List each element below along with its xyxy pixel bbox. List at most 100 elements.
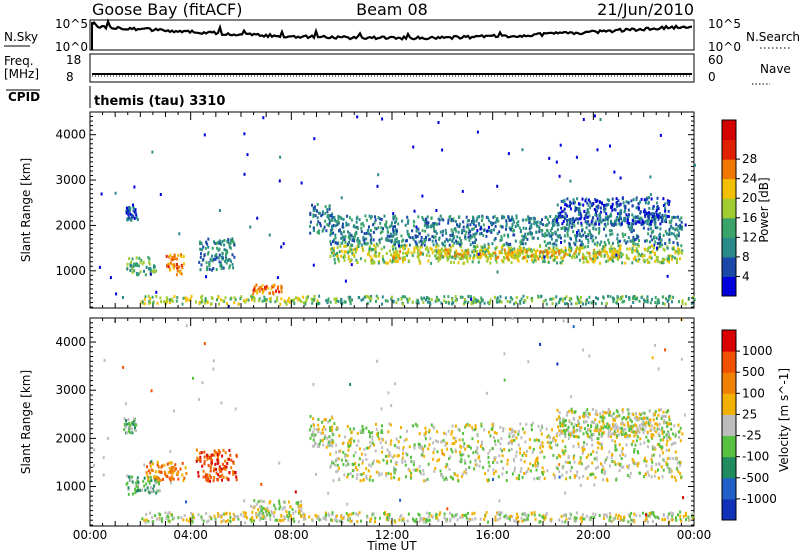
heatmap-cell (564, 302, 566, 306)
heatmap-cell (602, 218, 605, 222)
heatmap-cell (350, 248, 353, 252)
heatmap-cell (424, 247, 427, 251)
heatmap-cell (199, 268, 202, 272)
heatmap-cell (619, 462, 622, 466)
heatmap-cell (672, 232, 675, 236)
heatmap-cell (360, 226, 363, 230)
heatmap-cell (230, 466, 233, 470)
heatmap-cell (512, 220, 515, 224)
heatmap-cell (291, 508, 294, 511)
heatmap-cell (335, 220, 338, 223)
heatmap-cell (333, 518, 336, 522)
heatmap-cell (532, 464, 534, 468)
heatmap-cell (151, 295, 154, 299)
heatmap-cell (135, 272, 138, 275)
heatmap-cell (507, 233, 509, 237)
heatmap-cell (395, 256, 398, 260)
heatmap-cell (587, 210, 590, 214)
heatmap-cell (136, 476, 139, 480)
heatmap-cell (185, 472, 188, 475)
heatmap-cell (426, 221, 429, 225)
heatmap-cell (342, 442, 344, 445)
heatmap-cell (573, 417, 576, 421)
heatmap-cell (616, 212, 619, 216)
heatmap-cell (327, 217, 330, 221)
heatmap-cell (470, 295, 473, 299)
heatmap-cell (542, 514, 545, 518)
heatmap-cell (415, 246, 418, 250)
heatmap-cell (278, 499, 281, 503)
heatmap-cell (341, 235, 344, 239)
heatmap-cell (656, 205, 659, 208)
heatmap-cell (437, 518, 440, 522)
heatmap-cell (610, 253, 613, 257)
heatmap-cell (468, 444, 471, 448)
heatmap-cell (334, 261, 337, 265)
heatmap-cell (525, 218, 528, 222)
heatmap-cell (638, 471, 641, 475)
heatmap-cell (454, 513, 457, 517)
heatmap-cell (556, 228, 559, 232)
heatmap-cell (616, 217, 619, 221)
heatmap-cell (280, 286, 283, 290)
heatmap-cell (377, 216, 380, 220)
heatmap-cell (666, 246, 669, 250)
heatmap-cell (525, 454, 528, 457)
heatmap-cell (650, 256, 653, 260)
heatmap-cell (648, 196, 650, 200)
heatmap-cell (395, 231, 398, 235)
heatmap-cell (545, 302, 548, 306)
heatmap-cell (320, 431, 323, 435)
heatmap-cell (682, 514, 685, 518)
heatmap-cell (271, 511, 274, 515)
heatmap-cell (293, 298, 295, 302)
heatmap-cell (517, 515, 520, 519)
heatmap-cell (674, 251, 677, 255)
heatmap-cell (219, 261, 222, 265)
heatmap-cell (228, 258, 231, 262)
heatmap-cell (169, 470, 172, 474)
heatmap-cell (607, 202, 610, 206)
heatmap-cell (210, 461, 213, 465)
heatmap-cell (333, 422, 336, 426)
heatmap-cell (437, 256, 440, 260)
heatmap-cell (671, 514, 674, 518)
heatmap-cell (180, 263, 183, 267)
heatmap-cell (137, 486, 139, 490)
heatmap-cell (613, 254, 616, 258)
heatmap-cell (370, 258, 372, 262)
heatmap-cell (622, 234, 625, 238)
heatmap-cell (280, 297, 283, 301)
heatmap-cell (541, 234, 544, 238)
heatmap-cell (667, 202, 670, 206)
heatmap-cell (380, 237, 383, 241)
heatmap-cell (379, 221, 382, 225)
heatmap-cell (354, 451, 357, 455)
heatmap-cell (392, 255, 395, 259)
heatmap-cell (324, 517, 326, 520)
heatmap-cell (516, 252, 519, 256)
heatmap-cell (434, 513, 437, 517)
heatmap-cell (186, 297, 189, 301)
heatmap-cell (431, 515, 434, 519)
heatmap-cell (597, 437, 600, 441)
heatmap-cell (611, 208, 614, 212)
heatmap-cell (510, 439, 513, 443)
heatmap-cell (464, 461, 467, 465)
heatmap-cell (391, 238, 393, 242)
heatmap-cell (344, 435, 346, 439)
heatmap-cell (377, 296, 380, 300)
heatmap-cell (399, 250, 402, 254)
heatmap-cell (225, 256, 227, 260)
heatmap-cell (266, 513, 269, 517)
heatmap-cell (505, 222, 508, 225)
heatmap-cell (664, 209, 667, 213)
heatmap-cell (341, 520, 344, 524)
heatmap-cell (426, 225, 429, 229)
heatmap-cell (479, 517, 482, 521)
heatmap-cell (477, 440, 480, 444)
heatmap-cell (637, 206, 640, 210)
heatmap-cell (627, 208, 630, 212)
heatmap-cell (368, 446, 370, 450)
heatmap-cell (514, 225, 517, 228)
